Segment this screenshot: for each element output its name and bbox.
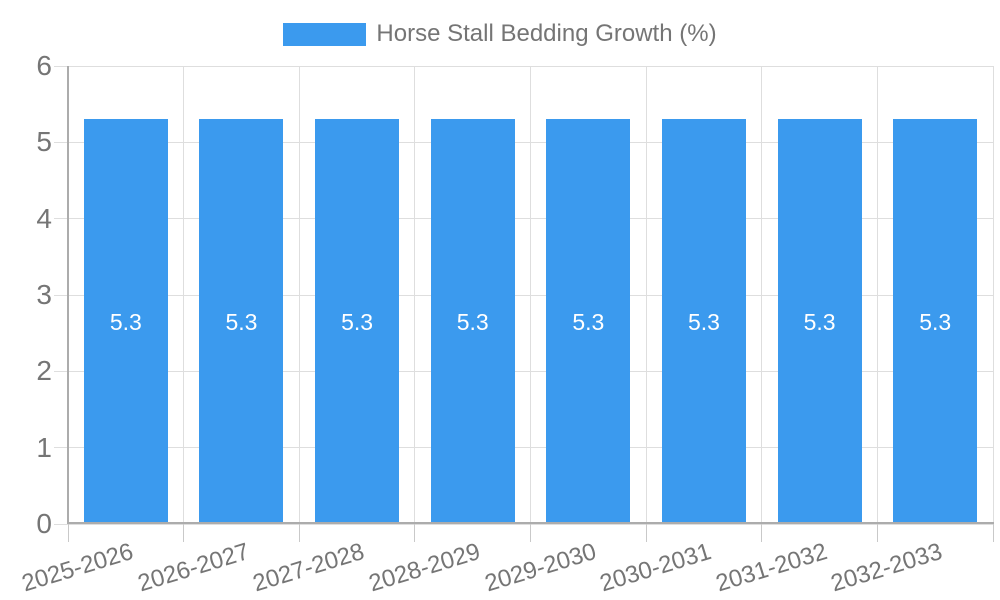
legend-label: Horse Stall Bedding Growth (%): [376, 20, 717, 47]
gridline-horizontal: [54, 523, 993, 525]
gridline-vertical: [876, 66, 878, 524]
gridline-vertical: [645, 66, 647, 524]
gridline-horizontal: [54, 294, 993, 296]
x-axis-tick: [876, 524, 878, 542]
x-axis-tick: [414, 524, 416, 542]
y-axis-tick-label: 2: [36, 355, 52, 387]
gridline-horizontal: [54, 65, 993, 67]
bar-value-label: 5.3: [572, 308, 605, 335]
bar-value-label: 5.3: [919, 308, 952, 335]
x-axis-tick-label: 2031-2032: [712, 538, 831, 598]
x-axis-tick: [645, 524, 647, 542]
x-axis-tick-label: 2027-2028: [250, 538, 368, 598]
x-axis-tick: [298, 524, 300, 542]
x-axis-tick-label: 2032-2033: [828, 538, 946, 598]
gridline-vertical: [298, 66, 300, 524]
gridline-vertical: [414, 66, 416, 524]
y-axis-tick-label: 4: [36, 202, 52, 234]
bar[interactable]: [315, 119, 400, 524]
gridline-vertical: [761, 66, 763, 524]
bar-value-label: 5.3: [687, 308, 720, 335]
gridline-vertical: [183, 66, 185, 524]
bar-value-label: 5.3: [109, 308, 142, 335]
bar[interactable]: [546, 119, 631, 524]
bar-value-label: 5.3: [456, 308, 489, 335]
x-axis-tick-label: 2029-2030: [481, 538, 599, 598]
bar-value-label: 5.3: [803, 308, 836, 335]
gridline-horizontal: [54, 370, 993, 372]
y-axis-tick-label: 1: [36, 431, 52, 463]
x-axis-tick-label: 2028-2029: [365, 538, 484, 598]
gridline-horizontal: [54, 218, 993, 220]
x-axis-tick: [992, 524, 994, 542]
bar[interactable]: [430, 119, 515, 524]
bar[interactable]: [893, 119, 978, 524]
x-axis-tick: [761, 524, 763, 542]
bar[interactable]: [777, 119, 862, 524]
x-axis-tick: [530, 524, 531, 542]
x-axis-tick-label: 2030-2031: [596, 538, 715, 598]
y-axis-tick-label: 6: [36, 50, 52, 81]
bar[interactable]: [199, 119, 284, 524]
bar[interactable]: [83, 119, 168, 524]
bar-value-label: 5.3: [225, 308, 258, 335]
gridline-horizontal: [54, 141, 993, 143]
y-axis-tick-label: 0: [36, 508, 52, 539]
bar-value-label: 5.3: [341, 308, 374, 335]
y-axis-tick-label: 3: [36, 279, 52, 310]
y-axis-tick-label: 5: [36, 126, 52, 158]
bar[interactable]: [661, 119, 746, 524]
gridline-horizontal: [54, 447, 993, 449]
x-axis-tick: [67, 524, 69, 542]
gridline-vertical: [992, 66, 994, 524]
chart-legend[interactable]: Horse Stall Bedding Growth (%): [0, 20, 1000, 48]
x-axis-tick-label: 2026-2027: [134, 538, 253, 598]
x-axis-line: [67, 522, 994, 524]
legend-swatch: [283, 22, 367, 46]
y-axis-line: [67, 66, 69, 524]
x-axis-tick: [183, 524, 185, 542]
x-axis-tick-label: 2025-2026: [18, 538, 137, 598]
gridline-vertical: [530, 66, 531, 524]
